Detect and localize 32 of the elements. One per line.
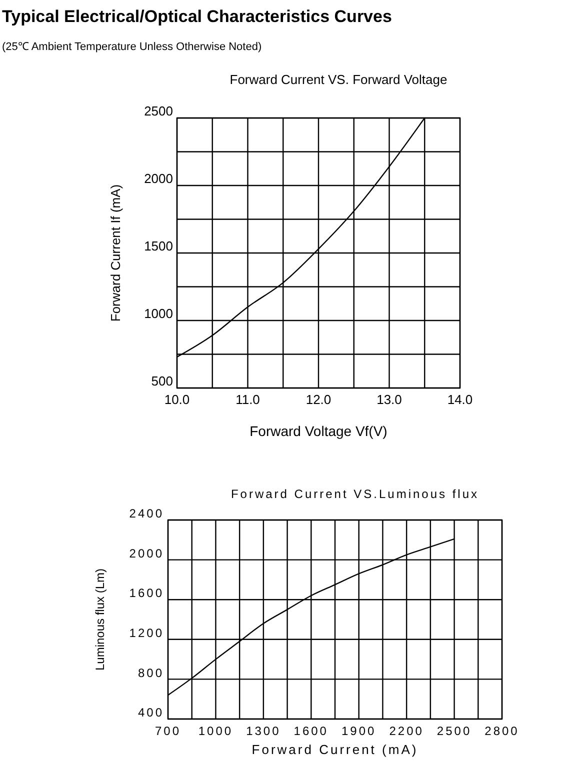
x-tick-label: 1300 [246, 724, 281, 738]
y-tick-label: 400 [138, 706, 164, 720]
y-tick-label: 2000 [129, 546, 164, 560]
y-tick-label: 2500 [144, 103, 173, 118]
x-axis-title: Forward Voltage Vf(V) [250, 423, 388, 439]
y-tick-label: 1200 [129, 626, 164, 640]
x-tick-label: 12.0 [306, 392, 332, 407]
x-tick-label: 2200 [389, 724, 424, 738]
x-tick-label: 2800 [484, 724, 520, 738]
chart-title: Forward Current VS.Luminous flux [230, 487, 480, 501]
y-tick-label: 1500 [144, 238, 173, 254]
y-tick-label: 2400 [129, 506, 164, 521]
text: Typical Electrical/Optical Characteristics Curves [2, 7, 392, 26]
y-tick-label: 800 [138, 666, 164, 680]
text: (25℃ Ambient Temperature Unless Otherwise Noted) [2, 41, 262, 53]
y-tick-label: 1000 [144, 306, 173, 321]
x-tick-label: 13.0 [376, 392, 402, 407]
x-tick-label: 1000 [198, 724, 234, 738]
x-tick-label: 700 [154, 724, 182, 738]
y-tick-label: 500 [151, 373, 173, 388]
x-tick-label: 14.0 [447, 392, 473, 407]
y-tick-label: 2000 [144, 170, 173, 186]
x-tick-label: 1900 [342, 724, 376, 738]
y-tick-label: 1600 [129, 586, 164, 600]
chart-title: Forward Current VS. Forward Voltage [230, 72, 448, 87]
x-tick-label: 11.0 [236, 392, 260, 407]
y-axis-title: Luminous flux (Lm) [93, 568, 107, 671]
x-tick-label: 2500 [436, 724, 472, 738]
y-axis-title: Forward Current If (mA) [108, 184, 123, 322]
x-tick-label: 1600 [294, 724, 328, 738]
x-axis-title: Forward Current (mA) [252, 742, 418, 757]
x-tick-label: 10.0 [164, 392, 190, 407]
